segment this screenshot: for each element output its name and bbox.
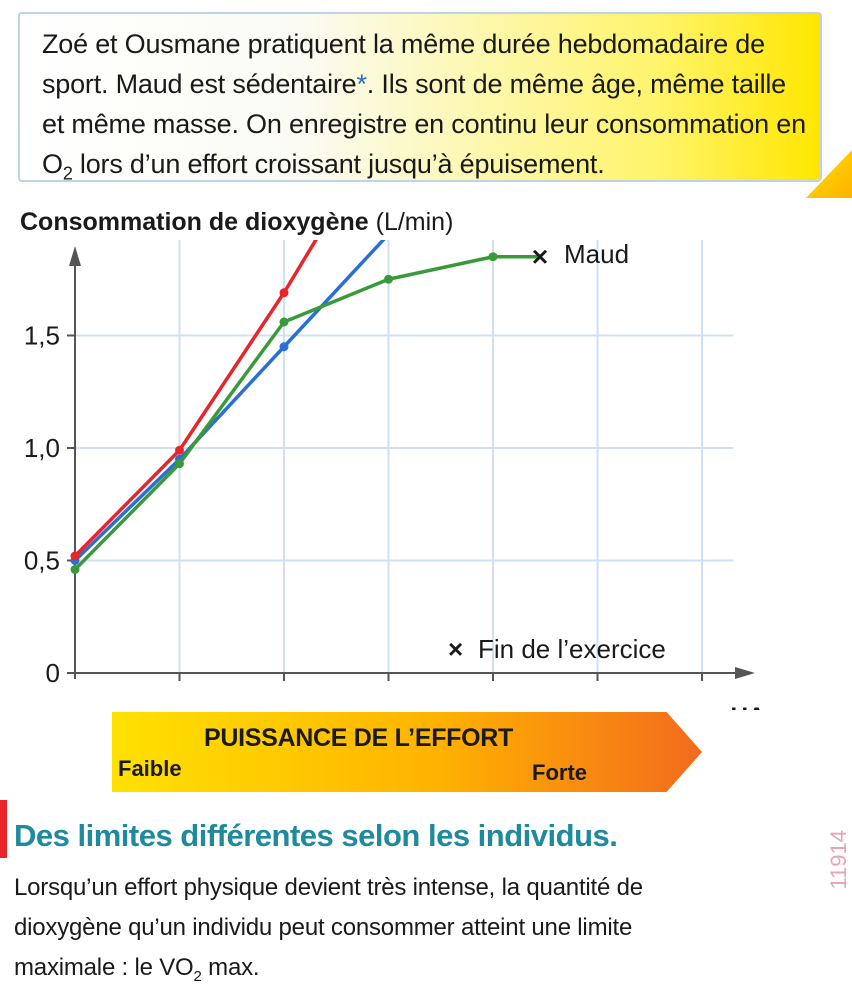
y-tick-label: 0,5 — [24, 546, 60, 576]
data-point-maud — [70, 565, 80, 574]
effort-banner: PUISSANCE DE L’EFFORT Faible Forte — [112, 712, 702, 792]
banner-high-label: Forte — [532, 760, 587, 785]
banner-title: PUISSANCE DE L’EFFORT — [204, 724, 514, 752]
side-code: 11914 — [826, 830, 851, 890]
section-body: Lorsqu’un effort physique devient très i… — [14, 868, 714, 997]
legend-label: Fin de l’exercice — [478, 634, 666, 664]
legend-marker: × — [448, 634, 463, 664]
data-point-maud — [279, 317, 289, 327]
data-point-maud — [488, 252, 498, 262]
chart-title-unit: (L/min) — [368, 208, 454, 236]
data-point-zoé — [175, 445, 184, 455]
x-axis-arrow — [735, 667, 755, 679]
data-point-ousmane — [279, 342, 289, 352]
data-point-maud — [175, 459, 184, 469]
section-body-subscript: 2 — [193, 967, 202, 985]
data-point-maud — [384, 274, 393, 284]
series-line-zoé — [73, 240, 318, 558]
intro-text: Zoé et Ousmane pratiquent la même durée … — [42, 24, 806, 193]
intro-text-part: . Ils sont de même âge, même taille et m… — [42, 69, 806, 179]
section-heading: Des limites différentes selon les indivi… — [14, 818, 618, 853]
y-tick-label: 1,0 — [24, 433, 60, 463]
chart-title-bold: Consommation de dioxygène — [20, 208, 369, 236]
data-point-zoé — [279, 288, 289, 298]
series-line-maud — [73, 255, 541, 571]
section-body-part: Lorsqu’un effort physique devient très i… — [14, 874, 643, 981]
section-accent-bar — [0, 800, 7, 858]
y-tick-label: 0 — [46, 658, 60, 688]
chart-title: Consommation de dioxygène (L/min) — [20, 208, 453, 237]
intro-box: Zoé et Ousmane pratiquent la même durée … — [18, 12, 822, 183]
section-body-part: max. — [201, 954, 260, 981]
end-marker-maud — [532, 249, 548, 264]
data-point-zoé — [70, 551, 80, 561]
y-axis-arrow — [69, 246, 81, 266]
y-tick-label: 1,5 — [24, 321, 60, 351]
line-chart: 00,51,01,52,02,53,03,5UAOusmaneZoéMaud×F… — [24, 240, 766, 710]
intro-subscript: 2 — [62, 163, 73, 184]
intro-text-part: lors d’un effort croissant jusqu’à épuis… — [72, 149, 605, 179]
x-axis-label: UA — [731, 703, 766, 710]
series-label-maud: Maud — [564, 240, 629, 269]
intro-text-part: Zoé et Ousmane pratiquent la même durée … — [42, 29, 765, 99]
banner-low-label: Faible — [118, 756, 182, 781]
asterisk-link[interactable]: * — [356, 69, 367, 99]
